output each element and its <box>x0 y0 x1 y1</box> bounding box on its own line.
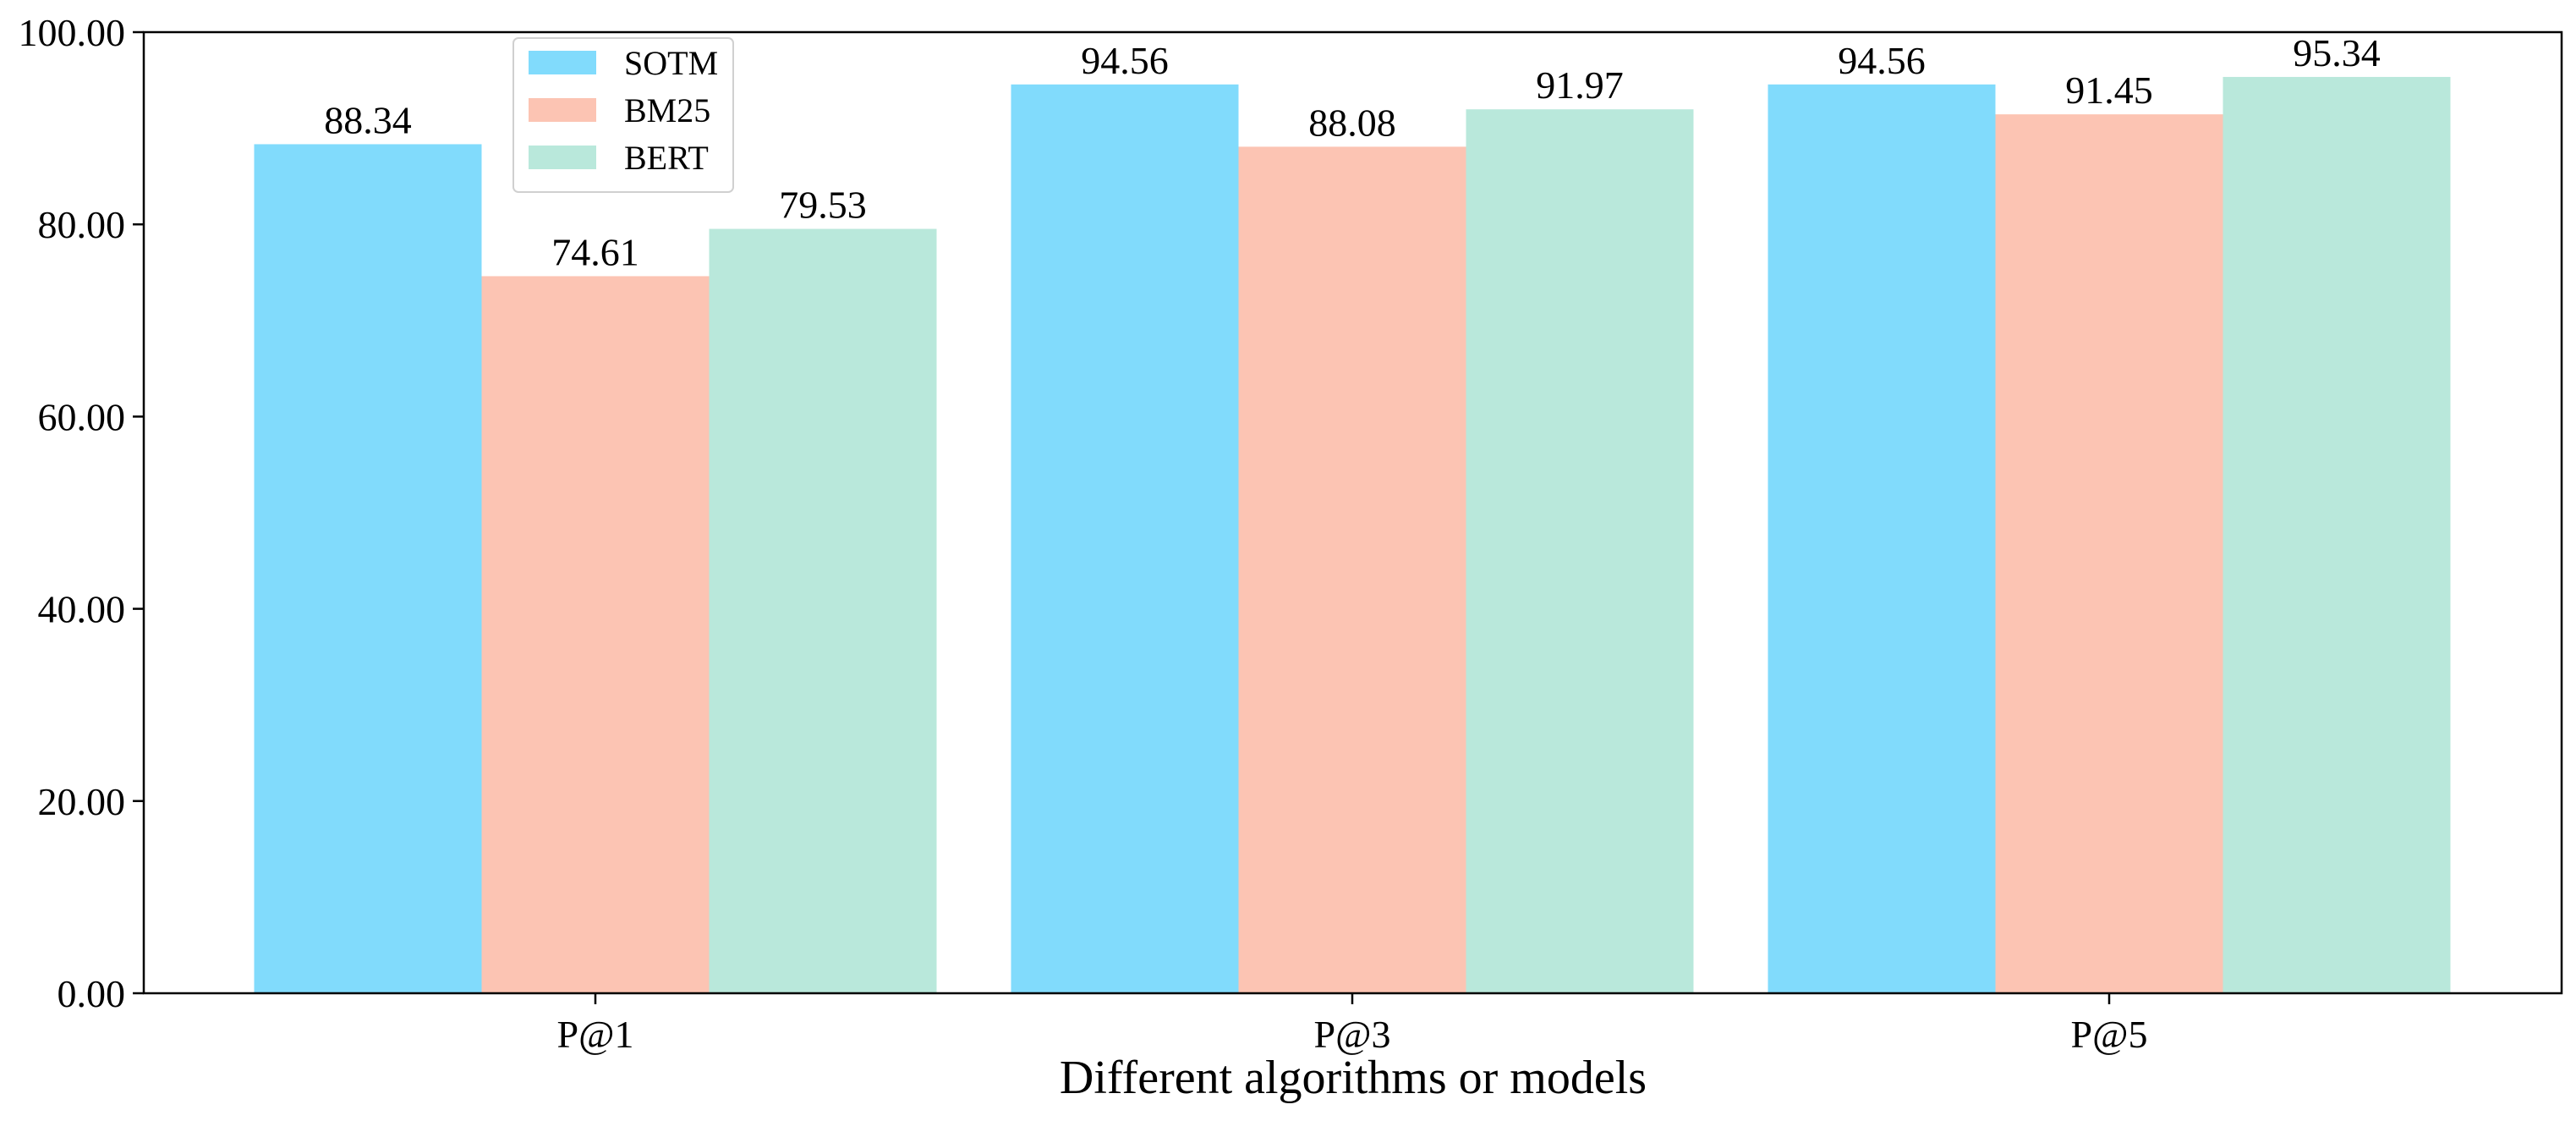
data-label-bert-pat1: 79.53 <box>779 184 867 227</box>
data-label-bm25-pat1: 74.61 <box>551 230 639 273</box>
data-labels: 88.34 74.61 79.53 94.56 88.08 91.97 94.56 91.45… <box>324 31 2381 273</box>
data-label-bert-pat5: 95.34 <box>2293 31 2381 74</box>
bar-bm25-pat1 <box>481 276 710 993</box>
legend: SOTM BM25 BERT <box>512 37 734 193</box>
y-tick-label: 100.00 <box>19 11 126 54</box>
bar-sotm-pat3 <box>1011 84 1239 994</box>
legend-swatch-bm25 <box>529 98 596 122</box>
x-tick-label: P@3 <box>1314 1013 1391 1056</box>
y-tick-label: 80.00 <box>38 203 126 246</box>
y-tick-label: 20.00 <box>38 780 126 823</box>
bar-bert-pat5 <box>2222 76 2451 993</box>
bar-bm25-pat3 <box>1238 146 1466 993</box>
data-label-sotm-pat1: 88.34 <box>324 98 412 141</box>
bar-bert-pat1 <box>709 228 937 994</box>
y-tick-label: 60.00 <box>38 395 126 438</box>
data-label-bert-pat3: 91.97 <box>1536 63 1624 107</box>
data-label-sotm-pat5: 94.56 <box>1838 39 1926 82</box>
y-axis: 0.00 20.00 40.00 60.00 80.00 100.00 <box>19 11 144 1015</box>
data-label-sotm-pat3: 94.56 <box>1081 39 1169 82</box>
y-tick-label: 40.00 <box>38 588 126 631</box>
legend-label-bm25: BM25 <box>624 91 710 129</box>
legend-swatch-bert <box>529 146 596 169</box>
data-label-bm25-pat5: 91.45 <box>2065 69 2153 112</box>
data-label-bm25-pat3: 88.08 <box>1308 101 1396 144</box>
bar-sotm-pat1 <box>254 144 482 994</box>
x-axis: P@1 P@3 P@5 <box>557 993 2148 1056</box>
x-tick-label: P@5 <box>2071 1013 2148 1056</box>
x-axis-title: Different algorithms or models <box>1060 1052 1647 1104</box>
bar-bm25-pat5 <box>1995 114 2223 993</box>
bars <box>254 76 2451 994</box>
legend-label-bert: BERT <box>624 139 709 177</box>
y-tick-label: 0.00 <box>58 972 126 1015</box>
bar-sotm-pat5 <box>1768 84 1996 994</box>
x-tick-label: P@1 <box>557 1013 634 1056</box>
bar-bert-pat3 <box>1466 109 1694 993</box>
legend-label-sotm: SOTM <box>624 44 718 82</box>
legend-swatch-sotm <box>529 51 596 74</box>
